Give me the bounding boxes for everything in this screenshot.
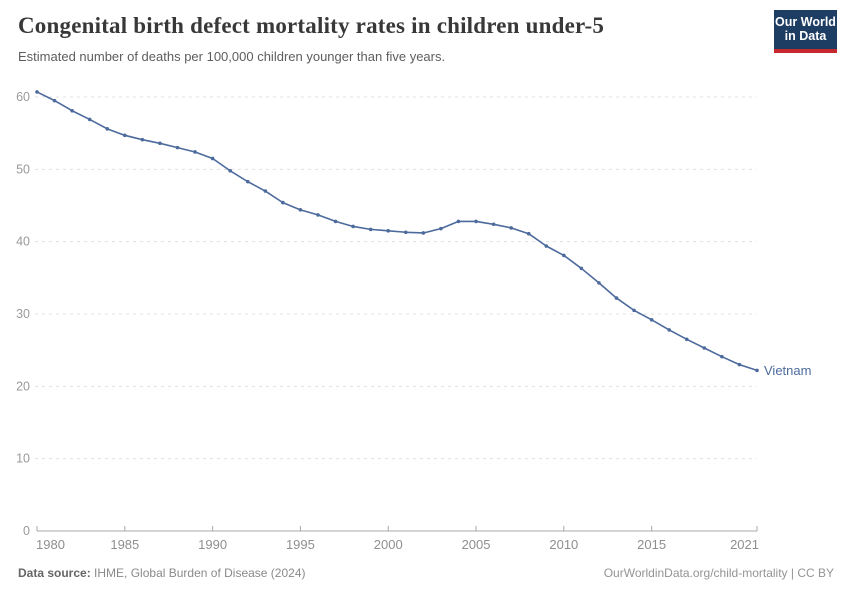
series-point	[684, 337, 689, 342]
series-point	[509, 226, 513, 230]
series-point	[544, 244, 549, 248]
series-point	[175, 145, 180, 150]
y-axis-tick-label: 40	[16, 235, 30, 249]
owid-logo-line1: Our World	[775, 15, 836, 29]
series-point	[386, 229, 391, 233]
x-axis-tick-label: 2021	[730, 537, 759, 552]
series-point	[439, 226, 443, 231]
series-point	[597, 281, 601, 285]
series-point	[526, 231, 531, 236]
series-point	[70, 108, 74, 113]
x-axis-tick-label: 1980	[36, 537, 65, 552]
x-axis-tick-label: 1990	[198, 537, 227, 552]
series-point	[193, 150, 197, 154]
owid-logo[interactable]: Our World in Data	[774, 10, 837, 53]
y-axis-tick-label: 30	[16, 307, 30, 321]
series-point	[228, 168, 232, 173]
data-source-text: IHME, Global Burden of Disease (2024)	[94, 566, 306, 580]
series-point	[632, 308, 636, 313]
series-point	[614, 296, 619, 300]
y-axis-tick-label: 20	[16, 379, 30, 393]
series-point	[755, 368, 759, 373]
series-point	[333, 219, 338, 224]
x-axis-tick-label: 2015	[637, 537, 666, 552]
x-axis-tick-label: 1985	[110, 537, 139, 552]
footer-url-license[interactable]: OurWorldinData.org/child-mortality | CC …	[603, 566, 834, 580]
series-point	[649, 317, 654, 322]
series-point	[720, 354, 724, 359]
y-axis-tick-label: 60	[16, 90, 30, 104]
series-point	[105, 127, 110, 131]
series-point	[737, 362, 742, 367]
chart-subtitle: Estimated number of deaths per 100,000 c…	[18, 49, 446, 64]
data-source-note: Data source: IHME, Global Burden of Dise…	[18, 566, 305, 580]
x-axis-tick-label: 1995	[286, 537, 315, 552]
x-axis-tick-label: 2005	[462, 537, 491, 552]
series-point	[263, 189, 268, 193]
series-point	[562, 253, 566, 258]
series-point	[210, 156, 215, 161]
series-point	[351, 224, 355, 229]
y-axis-tick-label: 50	[16, 162, 30, 176]
series-point	[316, 213, 320, 217]
series-point	[368, 227, 373, 232]
x-axis-tick-label: 2000	[374, 537, 403, 552]
series-point	[158, 141, 162, 146]
series-point	[702, 346, 707, 350]
series-point	[123, 133, 127, 138]
series-point	[245, 179, 250, 184]
series-point	[140, 137, 145, 142]
series-point	[281, 200, 285, 205]
chart-title: Congenital birth defect mortality rates …	[18, 13, 605, 38]
series-point	[52, 98, 57, 103]
chart-footer: Data source: IHME, Global Burden of Dise…	[18, 566, 834, 580]
y-axis-tick-label: 0	[23, 524, 30, 538]
series-end-label-vietnam[interactable]: Vietnam	[764, 363, 811, 378]
series-point	[474, 219, 478, 224]
owid-logo-line2: in Data	[784, 29, 827, 43]
series-point	[667, 328, 671, 332]
series-point	[87, 117, 92, 122]
series-point	[491, 222, 496, 227]
series-point	[579, 266, 584, 271]
series-point	[403, 230, 408, 235]
data-source-label: Data source:	[18, 566, 91, 580]
series-point	[35, 90, 39, 94]
series-point	[421, 231, 426, 235]
series-line	[36, 91, 758, 372]
series-point	[298, 208, 303, 212]
series-point	[456, 219, 461, 224]
x-axis-tick-label: 2010	[549, 537, 578, 552]
y-axis-tick-label: 10	[16, 452, 30, 466]
